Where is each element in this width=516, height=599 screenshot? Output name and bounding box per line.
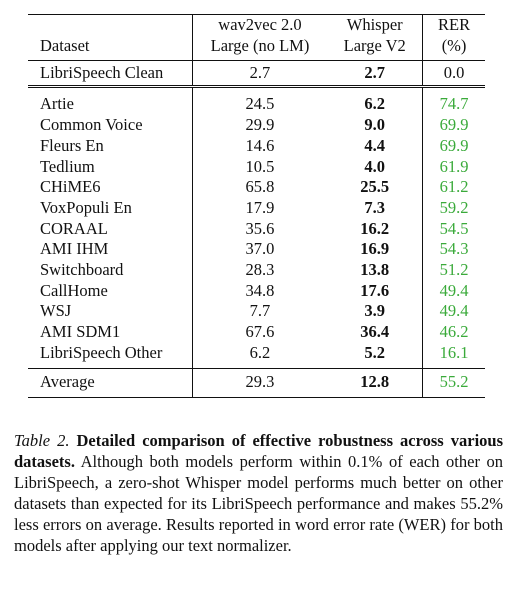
- table-cell: 5.2: [327, 342, 423, 369]
- table-cell: Fleurs En: [40, 135, 104, 155]
- table-cell: CORAAL: [40, 218, 108, 238]
- table-row: WSJ 7.7 3.9 49.4: [28, 301, 485, 323]
- table-row: CallHome 34.8 17.6 49.4: [28, 280, 485, 302]
- table-cell: 25.5: [360, 177, 390, 197]
- table-cell: CHiME6: [40, 177, 101, 197]
- table-cell: 7.3: [364, 197, 386, 217]
- caption-text: Although both models perform within 0.1%…: [14, 452, 503, 555]
- table-cell: 37.0: [191, 239, 328, 261]
- table-row: Switchboard 28.3 13.8 51.2: [28, 260, 485, 281]
- header-row: Dataset Large (no LM) Large V2 (%): [28, 35, 485, 62]
- table-cell: WSJ: [40, 301, 72, 321]
- caption: Table 2. Detailed comparison of effectiv…: [14, 430, 503, 556]
- table-cell: 51.2: [422, 260, 485, 281]
- table-cell: 14.6: [191, 135, 328, 157]
- table-cell: 46.2: [422, 322, 485, 343]
- table-cell: 59.2: [422, 197, 485, 219]
- table-cell: Artie: [40, 94, 74, 114]
- table-row: CHiME6 65.8 25.5 61.2: [28, 177, 485, 198]
- table-cell: 67.6: [191, 322, 328, 343]
- table-row: LibriSpeech Other 6.2 5.2 16.1: [28, 342, 485, 369]
- table-cell: 61.2: [422, 177, 485, 198]
- header-cell: Dataset: [28, 35, 193, 62]
- table-cell: 61.9: [422, 156, 485, 178]
- table-row: AMI IHM 37.0 16.9 54.3: [28, 239, 485, 261]
- table-cell: 34.8: [191, 280, 328, 302]
- table-cell: 12.8: [360, 372, 390, 392]
- header-cell: RER: [422, 14, 485, 36]
- table-cell: 24.5: [191, 86, 328, 116]
- table-cell: 54.3: [422, 239, 485, 261]
- results-table: wav2vec 2.0 Whisper RER Dataset Large (no LM…: [28, 14, 485, 398]
- table-cell: 3.9: [364, 301, 386, 321]
- table-row: Tedlium 10.5 4.0 61.9: [28, 156, 485, 178]
- table-cell: 29.9: [191, 115, 328, 136]
- table-cell: Tedlium: [40, 156, 95, 176]
- table-cell: 74.7: [422, 86, 485, 116]
- table-row: Average 29.3 12.8 55.2: [28, 368, 485, 398]
- table-cell: 10.5: [191, 156, 328, 178]
- table-cell: 4.0: [364, 156, 386, 176]
- table-row: LibriSpeech Clean 2.7 2.7 0.0: [28, 60, 485, 89]
- table-cell: VoxPopuli En: [40, 197, 132, 217]
- table-cell: AMI IHM: [40, 239, 109, 259]
- caption-title: Detailed comparison of effective robustn…: [14, 431, 504, 471]
- table-cell: 13.8: [360, 260, 390, 280]
- table-cell: 36.4: [360, 322, 390, 342]
- table-cell: 6.2: [364, 94, 386, 114]
- caption-label: Table 2.: [14, 431, 70, 450]
- table-cell: 29.3: [191, 368, 328, 398]
- table-row: Fleurs En 14.6 4.4 69.9: [28, 135, 485, 157]
- table-cell: 17.9: [191, 197, 328, 219]
- table-cell: 17.6: [360, 280, 390, 300]
- table-cell: 0.0: [422, 60, 485, 89]
- header-cell: Whisper: [346, 15, 403, 34]
- table-cell: Average: [40, 372, 95, 392]
- table-cell: 54.5: [422, 218, 485, 240]
- table-cell: 65.8: [191, 177, 328, 198]
- table-cell: 2.7: [327, 60, 423, 89]
- table-cell: Common Voice: [40, 115, 143, 135]
- table-cell: 16.1: [422, 342, 485, 369]
- table-row: VoxPopuli En 17.9 7.3 59.2: [28, 197, 485, 219]
- table-cell: 16.2: [360, 218, 390, 238]
- table-row: Common Voice 29.9 9.0 69.9: [28, 115, 485, 136]
- table-row: AMI SDM1 67.6 36.4 46.2: [28, 322, 485, 343]
- table-row: Artie 24.5 6.2 74.7: [28, 86, 485, 116]
- table-cell: 16.9: [360, 239, 390, 259]
- table-row: CORAAL 35.6 16.2 54.5: [28, 218, 485, 240]
- table-cell: 6.2: [191, 342, 328, 369]
- table-cell: 69.9: [422, 115, 485, 136]
- table-cell: LibriSpeech Clean: [28, 60, 193, 89]
- header-cell: Large (no LM): [191, 35, 328, 62]
- table-cell: 7.7: [191, 301, 328, 323]
- table-cell: 9.0: [364, 115, 386, 135]
- table-cell: 35.6: [191, 218, 328, 240]
- table-cell: AMI SDM1: [40, 322, 121, 342]
- table-cell: 2.7: [191, 60, 328, 89]
- table-cell: 28.3: [191, 260, 328, 281]
- header-cell: (%): [422, 35, 485, 62]
- table-cell: Switchboard: [40, 260, 124, 280]
- table-cell: 69.9: [422, 135, 485, 157]
- header-cell: wav2vec 2.0: [191, 14, 328, 36]
- header-row: wav2vec 2.0 Whisper RER: [28, 14, 485, 36]
- table-cell: 49.4: [422, 280, 485, 302]
- table-cell: 4.4: [364, 135, 386, 155]
- table-cell: LibriSpeech Other: [28, 342, 193, 369]
- header-cell: [28, 15, 192, 36]
- header-cell: Large V2: [327, 35, 423, 62]
- table-cell: 55.2: [422, 368, 485, 398]
- table-cell: 49.4: [422, 301, 485, 323]
- table-cell: CallHome: [40, 280, 108, 300]
